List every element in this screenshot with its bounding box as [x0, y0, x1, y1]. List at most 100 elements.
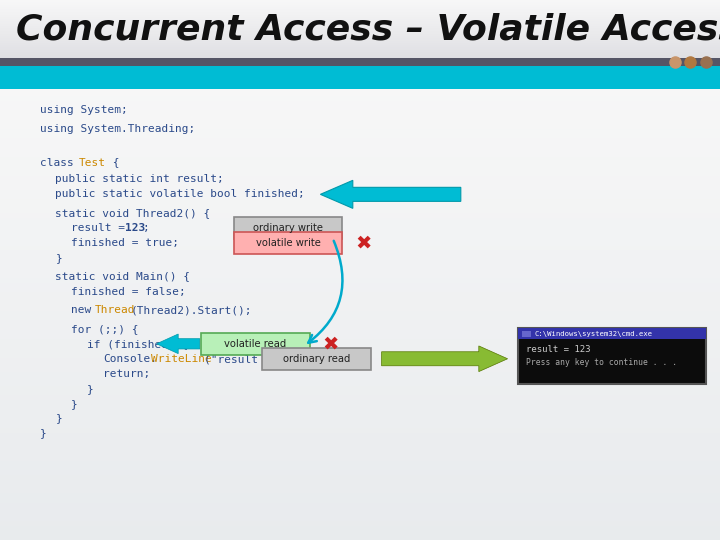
Bar	[0, 531, 720, 535]
Bar	[0, 480, 720, 484]
Text: }: }	[87, 383, 94, 394]
Bar	[0, 124, 720, 129]
Bar	[0, 28, 720, 29]
Bar	[0, 82, 720, 87]
Bar	[0, 507, 720, 512]
Bar	[0, 26, 720, 27]
Bar	[0, 222, 720, 227]
Bar	[0, 279, 720, 283]
Bar	[0, 161, 720, 166]
Bar	[0, 376, 720, 381]
Bar	[0, 176, 720, 180]
Text: result = 123: result = 123	[526, 345, 590, 354]
Bar	[0, 348, 720, 353]
Text: finished = false;: finished = false;	[71, 287, 186, 296]
Text: Press any key to continue . . .: Press any key to continue . . .	[526, 357, 677, 367]
Text: finished = true;: finished = true;	[71, 238, 179, 248]
Bar	[0, 152, 720, 157]
Bar	[0, 437, 720, 442]
Bar	[0, 33, 720, 34]
FancyBboxPatch shape	[262, 348, 372, 370]
Bar	[0, 9, 720, 10]
Bar	[0, 59, 720, 60]
Bar	[0, 129, 720, 133]
Bar	[0, 22, 720, 23]
Text: 123: 123	[125, 223, 145, 233]
Bar	[0, 456, 720, 461]
Bar	[0, 1, 720, 2]
Bar	[0, 45, 720, 46]
Text: public static volatile bool finished;: public static volatile bool finished;	[55, 190, 305, 199]
Bar	[0, 62, 720, 63]
Bar	[0, 339, 720, 344]
Bar	[0, 50, 720, 51]
Bar	[518, 328, 706, 339]
Bar	[0, 166, 720, 171]
Bar	[0, 213, 720, 218]
Bar	[0, 194, 720, 199]
Bar	[522, 331, 531, 337]
Bar	[0, 204, 720, 208]
Text: ✖: ✖	[355, 233, 372, 252]
FancyArrow shape	[320, 180, 461, 208]
Bar	[518, 328, 706, 384]
Bar	[0, 498, 720, 503]
Bar	[0, 461, 720, 465]
Text: static void Thread2() {: static void Thread2() {	[55, 208, 211, 218]
Bar	[0, 16, 720, 17]
Bar	[0, 344, 720, 348]
Bar	[0, 101, 720, 106]
Bar	[0, 51, 720, 52]
Text: volatile write: volatile write	[256, 238, 320, 248]
Text: public static int result;: public static int result;	[55, 174, 224, 184]
Bar	[0, 31, 720, 32]
Bar	[0, 6, 720, 7]
Bar	[0, 390, 720, 395]
Bar	[0, 40, 720, 41]
Bar	[0, 372, 720, 376]
Bar	[0, 70, 720, 71]
Text: result =: result =	[71, 223, 132, 233]
Bar	[0, 57, 720, 58]
Bar	[0, 87, 720, 92]
Text: ordinary read: ordinary read	[283, 354, 351, 364]
Text: }: }	[55, 253, 62, 263]
Bar	[0, 7, 720, 8]
Bar	[0, 297, 720, 302]
Bar	[0, 66, 720, 67]
Bar	[0, 115, 720, 119]
Text: (Thread2).Start();: (Thread2).Start();	[130, 305, 252, 315]
Bar	[0, 71, 720, 72]
Bar	[0, 334, 720, 339]
Text: Thread: Thread	[95, 305, 135, 315]
FancyBboxPatch shape	[201, 333, 310, 355]
Bar	[0, 143, 720, 147]
Bar	[0, 311, 720, 316]
Bar	[0, 241, 720, 246]
Bar	[0, 96, 720, 101]
Bar	[0, 119, 720, 124]
Bar	[0, 73, 720, 89]
Bar	[0, 133, 720, 138]
Bar	[0, 19, 720, 21]
Bar	[0, 185, 720, 190]
Text: {: {	[106, 158, 120, 167]
Bar	[0, 442, 720, 447]
Bar	[0, 306, 720, 311]
Bar	[0, 43, 720, 44]
Bar	[0, 18, 720, 19]
Bar	[0, 269, 720, 274]
Text: volatile read: volatile read	[225, 339, 287, 349]
Bar	[0, 414, 720, 418]
Bar	[0, 11, 720, 12]
Bar	[0, 8, 720, 9]
Bar	[0, 180, 720, 185]
Text: if (finished) {: if (finished) {	[87, 339, 189, 349]
Bar	[0, 30, 720, 31]
Bar	[0, 2, 720, 3]
Text: ("result = {0}", result);: ("result = {0}", result);	[204, 354, 372, 364]
Bar	[0, 428, 720, 433]
Bar	[0, 14, 720, 15]
Bar	[0, 27, 720, 28]
Text: static void Main() {: static void Main() {	[55, 272, 190, 281]
